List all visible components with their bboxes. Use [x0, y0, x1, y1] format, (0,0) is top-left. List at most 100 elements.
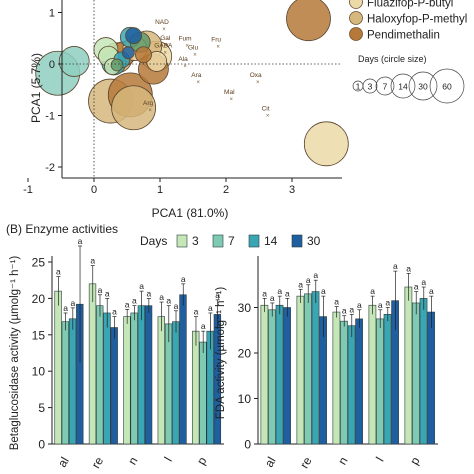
- bar: [144, 305, 153, 445]
- significance-label: a: [159, 292, 164, 302]
- bar: [296, 295, 305, 445]
- legend-swatch: [349, 11, 363, 25]
- bar: [268, 309, 276, 445]
- significance-label: a: [342, 306, 347, 316]
- significance-label: a: [139, 281, 144, 291]
- significance-label: a: [112, 307, 117, 317]
- pca-x-tick-label: 2: [223, 184, 229, 196]
- bar-legend-swatch: [291, 234, 303, 248]
- significance-label: a: [201, 321, 206, 331]
- significance-label: a: [174, 301, 179, 311]
- pca-vector-marker: ×: [193, 53, 197, 59]
- pca-x-tick-label: 1: [157, 184, 163, 196]
- pca-y-axis-label: PCA1 (5.7%): [29, 53, 43, 123]
- pca-x-tick-label: 0: [91, 184, 97, 196]
- bar-category-label: n: [335, 455, 350, 468]
- bar-legend-label: 30: [307, 234, 321, 248]
- bar-y-tick-label: 20: [238, 347, 252, 361]
- pca-y-tick-label: -1: [45, 111, 55, 123]
- significance-label: a: [298, 279, 303, 289]
- significance-label: a: [349, 304, 354, 314]
- bar: [347, 325, 356, 445]
- pca-vector-label: Mal: [224, 89, 235, 96]
- bar: [311, 291, 320, 445]
- pca-vector-label: Ara: [191, 72, 202, 79]
- legend-label: Fluazifop-P-butyl: [367, 0, 453, 10]
- days-legend-label: 7: [383, 82, 388, 92]
- significance-label: a: [70, 298, 75, 308]
- bar-y-tick-label: 15: [32, 328, 46, 342]
- pca-vector-marker: ×: [256, 80, 260, 86]
- bar-y-tick-label: 5: [38, 401, 45, 415]
- significance-label: a: [406, 263, 411, 273]
- pca-vector-marker: ×: [162, 27, 166, 33]
- pca-vector-marker: ×: [216, 44, 220, 50]
- significance-label: a: [105, 288, 110, 298]
- days-legend-label: 3: [368, 82, 373, 92]
- significance-label: a: [146, 288, 151, 298]
- bar-category-label: re: [89, 454, 107, 471]
- bar: [110, 327, 118, 445]
- days-legend-circle: [429, 68, 465, 104]
- pca-point: [125, 27, 143, 45]
- significance-label: a: [414, 282, 419, 292]
- pca-vector-marker: ×: [166, 43, 170, 49]
- pca-vector-label: Arg: [143, 100, 154, 107]
- pca-point: [135, 46, 152, 64]
- bar: [96, 305, 104, 445]
- pca-legend: Fluazifop-P-butyl Haloxyfop-P-methyl Pendi…: [349, 0, 467, 104]
- pca-vector-label: Ala: [178, 56, 188, 63]
- legend-label: Pendimethalin: [367, 30, 440, 42]
- bar: [304, 293, 312, 445]
- pca-x-tick-label: -1: [23, 184, 33, 196]
- pca-vector-label: Oxa: [250, 72, 262, 79]
- pca-vector-label: Cit: [262, 105, 270, 112]
- days-legend-circle: [362, 78, 378, 94]
- significance-label: a: [208, 303, 213, 313]
- pca-points: [35, 0, 349, 167]
- significance-label: a: [194, 307, 199, 317]
- bar-legend-swatch: [248, 234, 260, 248]
- pca-vector-marker: ×: [183, 64, 187, 70]
- significance-label: a: [306, 275, 311, 285]
- significance-label: a: [132, 296, 137, 306]
- bar: [427, 311, 435, 445]
- bar-y-tick-label: 30: [238, 301, 252, 315]
- bar: [103, 312, 111, 445]
- days-legend-circle: [408, 71, 438, 101]
- bar-category-label: n: [125, 455, 140, 468]
- bar: [404, 286, 413, 445]
- bar: [368, 304, 377, 445]
- bar: [283, 307, 291, 445]
- bar: [88, 283, 97, 445]
- bar: [412, 302, 420, 445]
- bar: [54, 290, 62, 445]
- pca-vector-label: NAD: [155, 19, 169, 26]
- significance-label: a: [429, 286, 434, 296]
- bar-category-label: l: [162, 455, 175, 464]
- days-legend-circle: [375, 76, 395, 96]
- bar-category-label: al: [262, 455, 279, 470]
- pca-vector-label: Glu: [188, 45, 199, 52]
- bar: [355, 318, 363, 445]
- pca-biplot: NAD×Gal×Fum×Fru×GABA×Glu×Ala×Ara×Oxa×Mal…: [23, 0, 467, 220]
- bar-legend-label: 3: [192, 234, 199, 248]
- pca-vector-label: Gal: [160, 35, 171, 42]
- significance-label: a: [385, 298, 390, 308]
- days-legend-circle: [390, 73, 416, 99]
- bar: [376, 318, 384, 445]
- bar: [130, 312, 138, 445]
- bar-y-tick-label: 25: [32, 256, 46, 270]
- significance-label: a: [181, 274, 186, 284]
- bar: [68, 318, 77, 445]
- bar: [172, 321, 180, 445]
- bar-legend-swatch: [176, 234, 188, 248]
- bar: [260, 304, 269, 445]
- bar-category-label: re: [297, 454, 315, 471]
- days-legend-label: 60: [442, 82, 452, 92]
- days-legend-label: 1: [356, 82, 361, 92]
- significance-label: a: [421, 277, 426, 287]
- significance-label: a: [78, 236, 83, 246]
- significance-label: a: [357, 300, 362, 310]
